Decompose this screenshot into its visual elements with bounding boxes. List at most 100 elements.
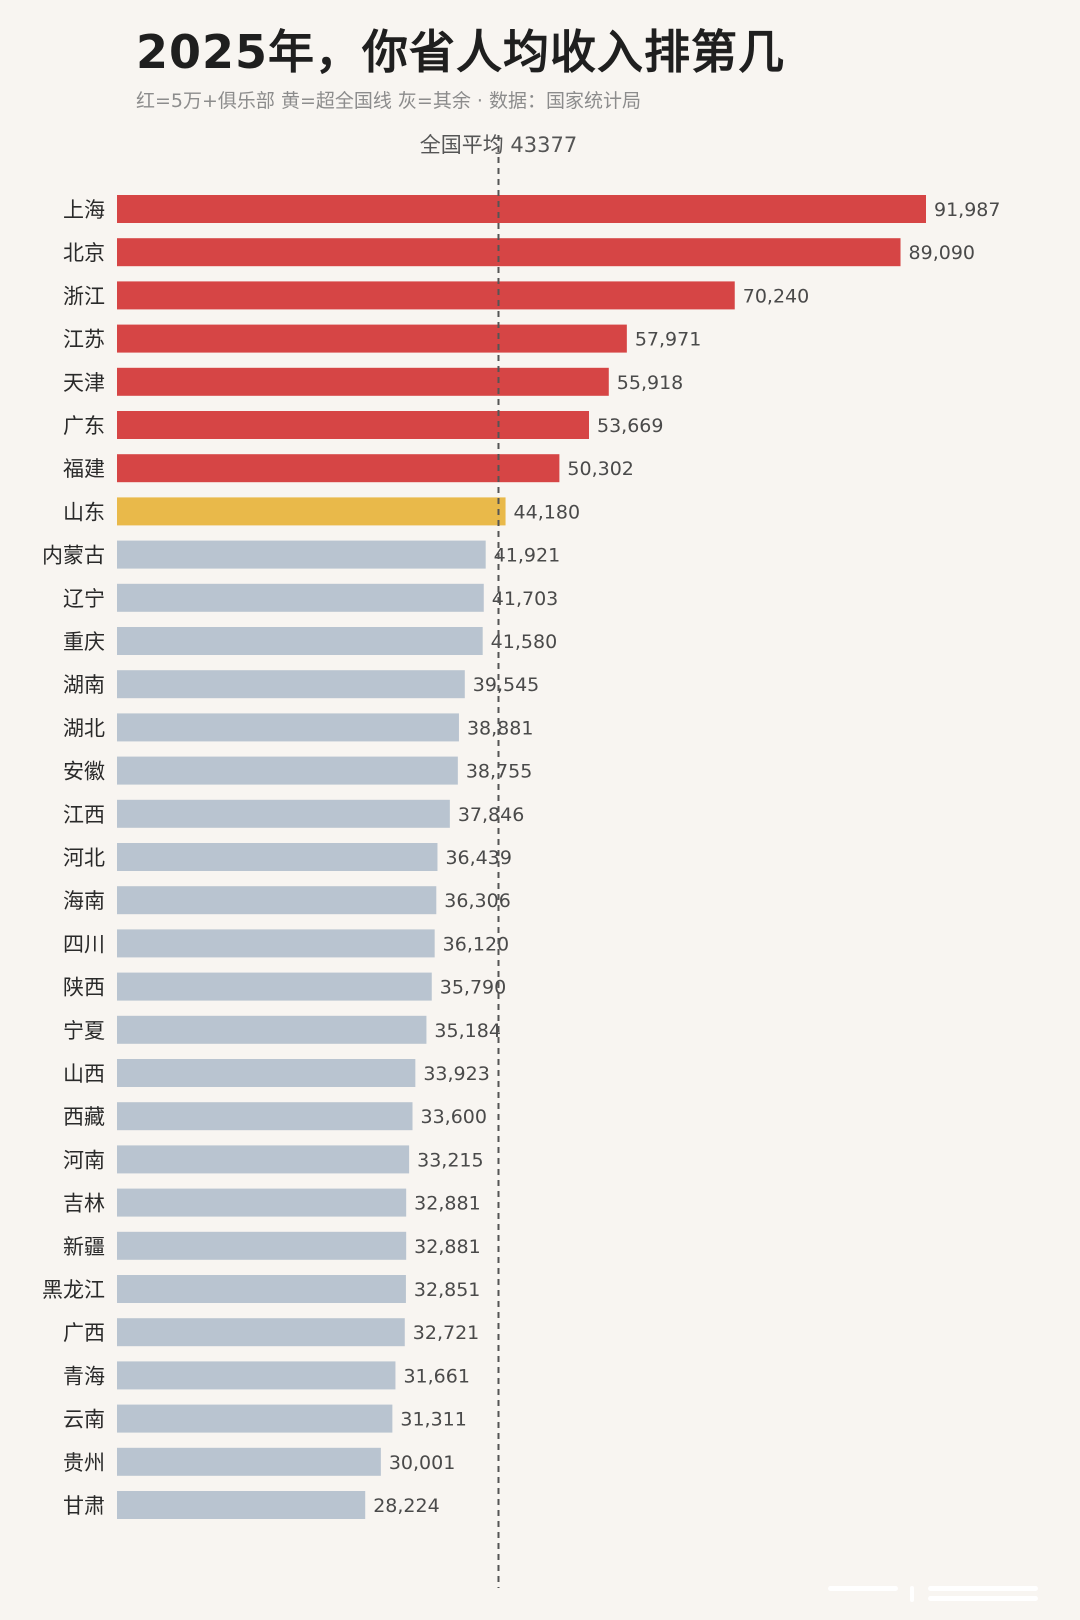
bar-25 <box>117 1275 406 1303</box>
category-label: 上海 <box>63 198 105 222</box>
bar-30 <box>117 1491 366 1519</box>
category-label: 海南 <box>63 889 105 913</box>
category-label: 云南 <box>63 1408 105 1432</box>
bar-2 <box>117 281 735 310</box>
value-label: 70,240 <box>743 285 809 307</box>
value-label: 36,306 <box>444 890 510 912</box>
bar-26 <box>117 1318 405 1347</box>
value-label: 35,790 <box>440 977 506 999</box>
category-label: 广东 <box>63 414 105 438</box>
category-label: 山东 <box>63 500 105 524</box>
bar-1 <box>117 238 901 267</box>
value-label: 57,971 <box>635 329 701 351</box>
value-label: 31,661 <box>403 1365 469 1387</box>
bar-9 <box>117 583 484 612</box>
category-label: 宁夏 <box>63 1019 105 1043</box>
bar-14 <box>117 799 450 828</box>
category-label: 西藏 <box>63 1105 105 1129</box>
bar-16 <box>117 886 437 915</box>
value-label: 50,302 <box>567 458 633 480</box>
category-label: 新疆 <box>63 1235 105 1259</box>
category-label: 陕西 <box>63 976 105 1000</box>
bar-15 <box>117 843 438 871</box>
bar-10 <box>117 627 483 655</box>
bar-20 <box>117 1059 416 1087</box>
value-label: 30,001 <box>389 1452 455 1474</box>
category-label: 青海 <box>63 1364 105 1388</box>
value-label: 28,224 <box>373 1495 439 1517</box>
value-label: 33,215 <box>417 1149 483 1171</box>
bar-29 <box>117 1447 381 1476</box>
value-label: 41,580 <box>491 631 557 653</box>
category-label: 甘肃 <box>63 1494 105 1518</box>
category-label: 浙江 <box>63 284 105 308</box>
category-label: 辽宁 <box>63 587 105 611</box>
category-label: 重庆 <box>63 630 105 654</box>
chart-title: 2025年，你省人均收入排第几 <box>136 25 786 79</box>
bar-27 <box>117 1361 396 1390</box>
bar-22 <box>117 1145 410 1174</box>
bar-24 <box>117 1231 407 1260</box>
bar-4 <box>117 367 609 396</box>
value-label: 32,721 <box>413 1322 479 1344</box>
bar-28 <box>117 1404 393 1433</box>
bar-17 <box>117 929 435 958</box>
value-label: 33,600 <box>421 1106 487 1128</box>
value-label: 41,921 <box>494 545 560 567</box>
bar-5 <box>117 411 590 439</box>
bar-7 <box>117 497 506 526</box>
category-label: 吉林 <box>63 1192 105 1216</box>
value-label: 89,090 <box>909 242 975 264</box>
bar-19 <box>117 1015 427 1044</box>
value-label: 44,180 <box>514 501 580 523</box>
bar-8 <box>117 540 486 569</box>
value-label: 31,311 <box>400 1409 466 1431</box>
value-label: 53,669 <box>597 415 663 437</box>
category-label: 内蒙古 <box>42 544 105 568</box>
value-label: 38,881 <box>467 717 533 739</box>
category-label: 四川 <box>63 932 105 956</box>
bar-11 <box>117 670 465 699</box>
category-label: 河南 <box>63 1148 105 1172</box>
category-label: 山西 <box>63 1062 105 1086</box>
value-label: 33,923 <box>423 1063 489 1085</box>
category-label: 福建 <box>63 457 105 481</box>
category-label: 安徽 <box>63 760 105 784</box>
category-label: 黑龙江 <box>42 1278 105 1302</box>
value-label: 55,918 <box>617 372 683 394</box>
bar-21 <box>117 1102 413 1131</box>
bar-13 <box>117 756 458 785</box>
category-label: 河北 <box>63 846 105 870</box>
value-label: 36,439 <box>445 847 511 869</box>
national-average-label: 全国平均 43377 <box>420 133 577 157</box>
value-label: 91,987 <box>934 199 1000 221</box>
category-label: 江苏 <box>63 328 105 352</box>
corner-decoration <box>818 1578 1058 1606</box>
bar-12 <box>117 713 459 742</box>
value-label: 39,545 <box>473 674 539 696</box>
category-label: 天津 <box>63 371 105 395</box>
category-label: 广西 <box>63 1321 105 1345</box>
bar-18 <box>117 972 432 1001</box>
value-label: 32,881 <box>414 1236 480 1258</box>
bar-23 <box>117 1188 407 1217</box>
bars-layer: 上海 91,987 北京 89,090 浙江 70,240 江苏 57,971 天津 55,918… <box>42 195 1000 1519</box>
category-label: 北京 <box>63 241 105 265</box>
category-label: 湖北 <box>63 716 105 740</box>
value-label: 37,846 <box>458 804 524 826</box>
value-label: 36,120 <box>443 933 509 955</box>
value-label: 35,184 <box>434 1020 500 1042</box>
category-label: 贵州 <box>63 1451 105 1475</box>
chart-subtitle: 红=5万+俱乐部 黄=超全国线 灰=其余 · 数据：国家统计局 <box>136 90 641 112</box>
bar-6 <box>117 454 560 483</box>
bar-3 <box>117 324 627 353</box>
bar-0 <box>117 195 926 223</box>
value-label: 38,755 <box>466 761 532 783</box>
value-label: 32,851 <box>414 1279 480 1301</box>
category-label: 湖南 <box>63 673 105 697</box>
reference-layer: 全国平均 43377 <box>420 133 577 1588</box>
value-label: 41,703 <box>492 588 558 610</box>
category-label: 江西 <box>63 803 105 827</box>
value-label: 32,881 <box>414 1193 480 1215</box>
